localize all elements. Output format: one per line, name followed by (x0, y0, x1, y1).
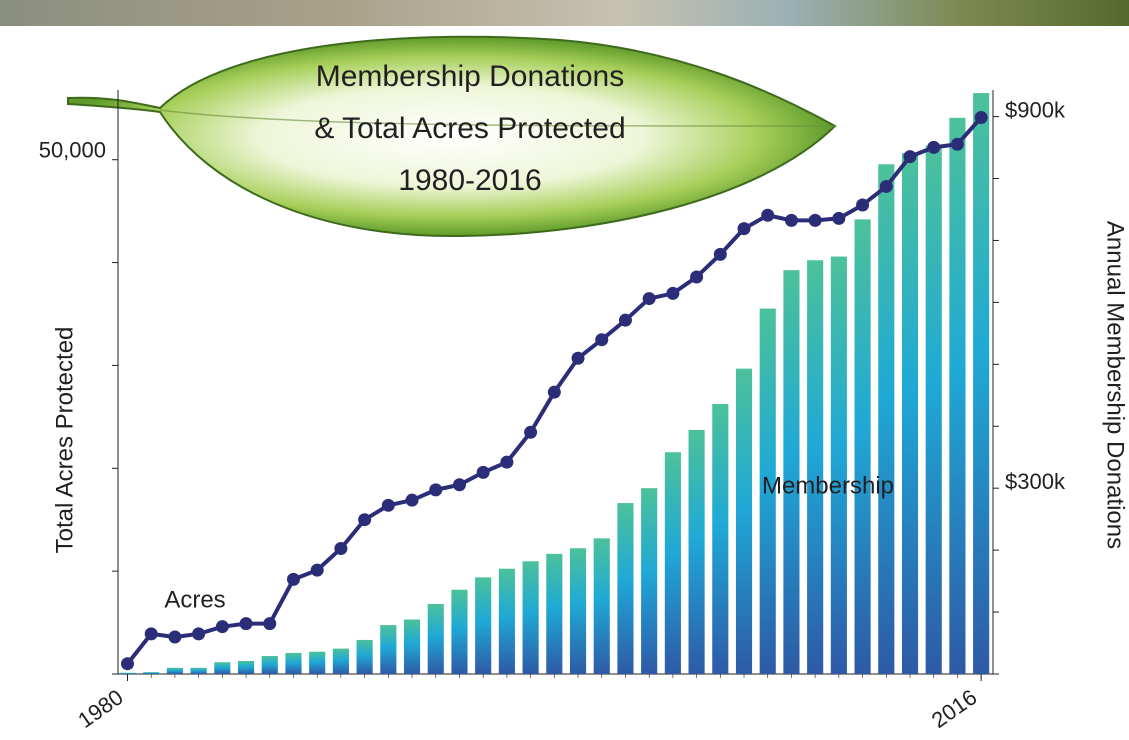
point (168, 630, 181, 643)
point (880, 180, 893, 193)
point (666, 287, 679, 300)
bar (523, 561, 539, 674)
page: {"chart_data": { "type": "combo", "title… (0, 0, 1129, 740)
point (619, 314, 632, 327)
bar (191, 668, 207, 674)
point (951, 138, 964, 151)
point (856, 198, 869, 211)
point (809, 214, 822, 227)
y2-tick-label: $300k (1005, 469, 1066, 494)
bar (831, 257, 847, 674)
point (738, 222, 751, 235)
bar (428, 604, 444, 674)
bar (119, 673, 135, 674)
point (524, 426, 537, 439)
chart-title: & Total Acres Protected (314, 112, 625, 145)
y2-axis-label: Annual Membership Donations (1102, 221, 1129, 549)
bar (949, 118, 965, 674)
point (477, 466, 490, 479)
point (429, 483, 442, 496)
point (548, 386, 561, 399)
point (572, 352, 585, 365)
point (453, 478, 466, 491)
point (690, 270, 703, 283)
bar (262, 656, 278, 674)
bar (926, 146, 942, 674)
point (192, 627, 205, 640)
y2-tick-label: $900k (1005, 97, 1066, 122)
point (714, 248, 727, 261)
point (145, 627, 158, 640)
bar (665, 452, 681, 674)
point (287, 573, 300, 586)
point (334, 542, 347, 555)
bar (167, 668, 183, 674)
bar (878, 164, 894, 674)
point (121, 657, 134, 670)
bar (285, 653, 301, 674)
point (595, 333, 608, 346)
point (263, 617, 276, 630)
bar (689, 430, 705, 674)
bar (594, 538, 610, 674)
point (927, 141, 940, 154)
bar (404, 619, 420, 674)
bar (238, 661, 254, 674)
point (761, 209, 774, 222)
bar (855, 219, 871, 674)
point (406, 494, 419, 507)
bar (570, 548, 586, 674)
bar (546, 554, 562, 674)
header-photo (0, 0, 1129, 26)
bar (309, 652, 325, 674)
bar (712, 404, 728, 674)
point (832, 212, 845, 225)
x-tick-label: 1980 (73, 684, 127, 733)
point (358, 513, 371, 526)
bar (641, 488, 657, 674)
point (382, 499, 395, 512)
bar (902, 153, 918, 674)
chart: Membership Donations & Total Acres Prote… (0, 0, 1129, 740)
y-axis-label: Total Acres Protected (51, 327, 78, 554)
bar (499, 569, 515, 674)
bar (451, 590, 467, 674)
chart-title: 1980-2016 (398, 164, 541, 197)
point (904, 150, 917, 163)
bar (617, 503, 633, 674)
point (216, 620, 229, 633)
bar (143, 672, 159, 674)
y-tick-label: 50,000 (39, 138, 106, 163)
bar (807, 260, 823, 674)
point (643, 292, 656, 305)
bar (475, 577, 491, 674)
bar (973, 93, 989, 674)
bar (380, 625, 396, 674)
point (785, 214, 798, 227)
bar (333, 649, 349, 674)
bar (214, 662, 230, 674)
point (240, 617, 253, 630)
x-tick-label: 2016 (927, 684, 981, 733)
series-label: Acres (164, 586, 225, 613)
bar (357, 640, 373, 674)
point (500, 456, 513, 469)
point (311, 564, 324, 577)
bar (736, 369, 752, 674)
series-label: Membership (762, 472, 894, 499)
point (975, 111, 988, 124)
chart-title: Membership Donations (316, 60, 624, 93)
